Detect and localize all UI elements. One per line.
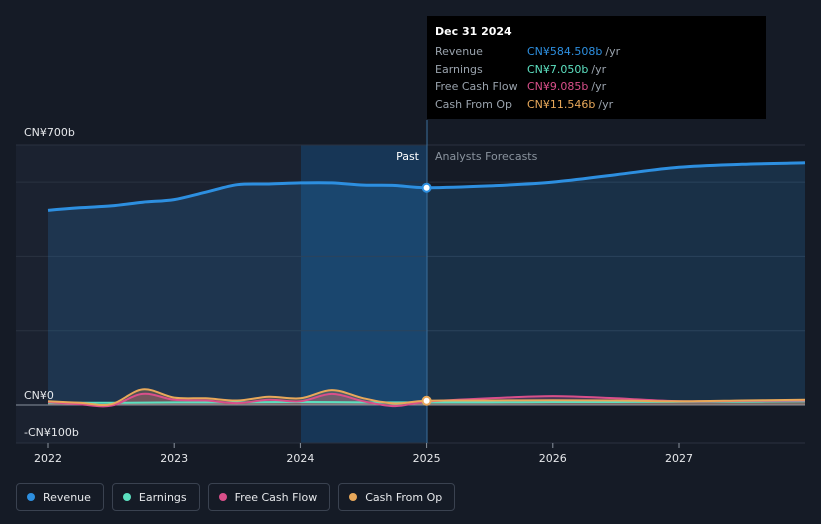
x-tick-label: 2023 [160, 452, 188, 465]
tooltip-row-revenue: Revenue CN¥584.508b /yr [435, 43, 758, 61]
x-tick-label: 2022 [34, 452, 62, 465]
series-line [47, 392, 806, 408]
legend-dot-icon [122, 493, 131, 501]
hover-markers [421, 182, 432, 406]
tooltip-row-free-cash-flow: Free Cash Flow CN¥9.085b /yr [435, 78, 758, 96]
legend-item-free-cash-flow[interactable]: Free Cash Flow [207, 483, 331, 511]
tooltip-label: Cash From Op [435, 97, 513, 111]
x-tick-label: 2027 [665, 452, 693, 465]
gridlines [16, 144, 805, 444]
legend-item-earnings[interactable]: Earnings [111, 483, 200, 511]
tooltip-unit: /yr [605, 45, 621, 59]
x-axis-ticks: 2022 2023 2024 2025 2026 2027 [34, 443, 693, 465]
series-line [47, 161, 806, 212]
tooltip: Dec 31 2024 Revenue CN¥584.508b /yr Earn… [427, 16, 766, 119]
y-label-zero: CN¥0 [24, 389, 54, 402]
legend-item-cash-from-op[interactable]: Cash From Op [338, 483, 456, 511]
y-label-bottom: -CN¥100b [24, 426, 79, 439]
legend-item-revenue[interactable]: Revenue [16, 483, 104, 511]
legend-label: Earnings [138, 490, 187, 504]
tooltip-date: Dec 31 2024 [435, 25, 512, 38]
legend-dot-icon [349, 493, 358, 501]
legend-label: Cash From Op [365, 490, 443, 504]
tooltip-label: Earnings [435, 62, 483, 76]
tooltip-value: CN¥11.546b [527, 97, 596, 111]
tooltip-unit: /yr [591, 80, 607, 94]
x-tick-label: 2024 [286, 452, 314, 465]
legend-label: Revenue [43, 490, 91, 504]
legend: Revenue Earnings Free Cash Flow Cash Fro… [16, 483, 456, 511]
tooltip-unit: /yr [591, 62, 607, 76]
tooltip-label: Revenue [435, 45, 483, 59]
highlight-band [301, 145, 427, 443]
series-line [47, 388, 806, 407]
revenue-marker [421, 182, 432, 193]
tooltip-unit: /yr [598, 97, 614, 111]
tooltip-label: Free Cash Flow [435, 80, 518, 94]
x-tick-label: 2025 [413, 452, 441, 465]
x-tick-label: 2026 [539, 452, 567, 465]
y-label-top: CN¥700b [24, 126, 75, 139]
legend-dot-icon [27, 493, 35, 501]
tooltip-row-earnings: Earnings CN¥7.050b /yr [435, 61, 758, 79]
forecast-label: Analysts Forecasts [435, 150, 538, 163]
legend-label: Free Cash Flow [234, 490, 318, 504]
legend-dot-icon [218, 493, 227, 501]
tooltip-value: CN¥584.508b [527, 45, 603, 59]
tooltip-value: CN¥9.085b [527, 80, 589, 94]
cash-from-op-marker [421, 395, 432, 406]
tooltip-value: CN¥7.050b [527, 62, 589, 76]
tooltip-row-cash-from-op: Cash From Op CN¥11.546b /yr [435, 96, 758, 114]
past-label: Past [396, 150, 420, 163]
